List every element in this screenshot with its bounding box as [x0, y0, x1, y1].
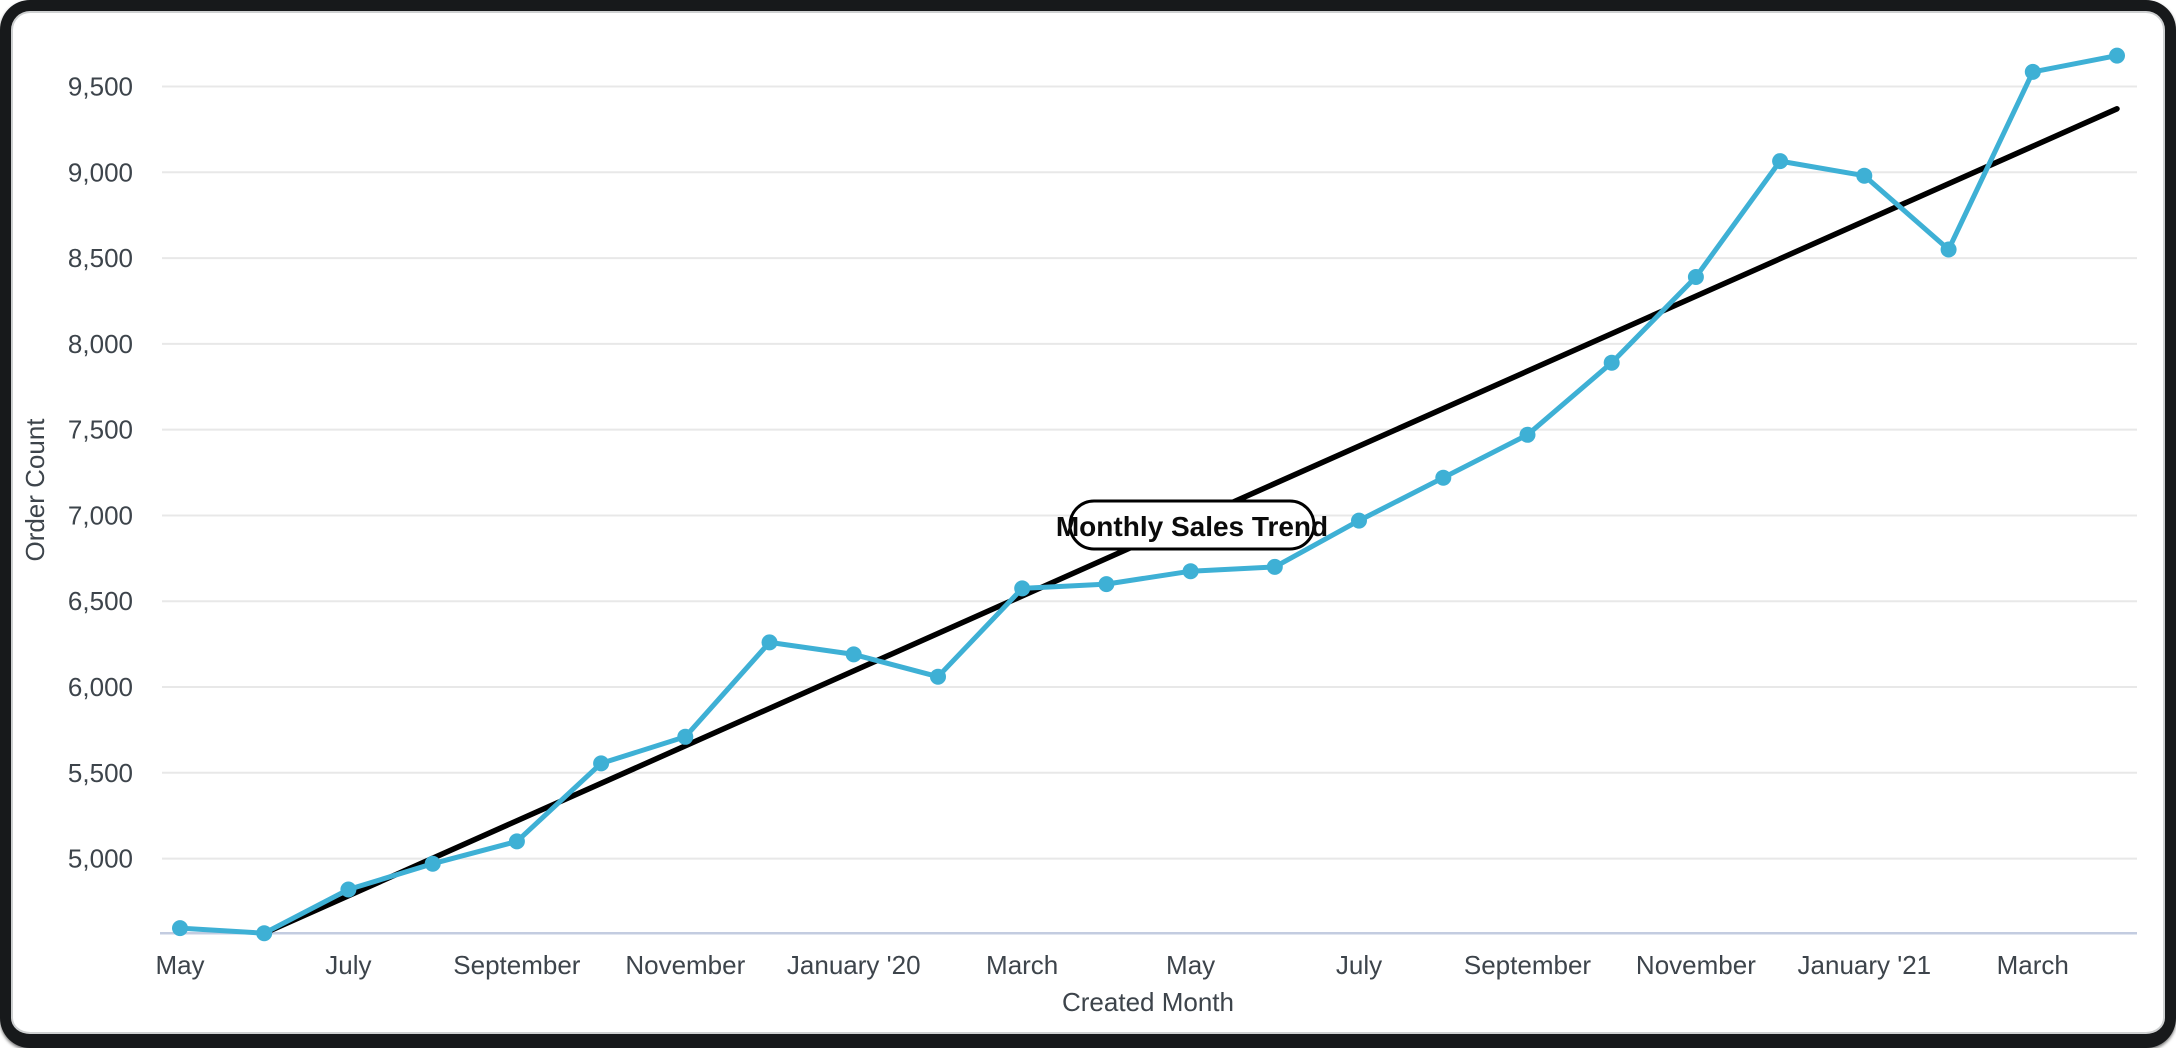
data-point[interactable] [1856, 167, 1873, 184]
x-tick-label: September [453, 950, 581, 980]
data-point[interactable] [1435, 469, 1452, 486]
data-point[interactable] [1351, 512, 1367, 529]
trend-label-pill-bg [1068, 499, 1316, 551]
x-tick-label: March [986, 950, 1058, 980]
y-tick-label: 7,500 [68, 415, 133, 445]
x-tick-label: May [1166, 950, 1215, 980]
x-tick-label: May [155, 950, 204, 980]
data-point[interactable] [2109, 47, 2125, 64]
data-point[interactable] [424, 855, 441, 872]
data-point[interactable] [1098, 576, 1115, 593]
x-axis-title: Created Month [1062, 987, 1234, 1017]
data-point[interactable] [256, 925, 273, 942]
data-point[interactable] [761, 634, 778, 651]
y-tick-label: 8,500 [68, 243, 133, 273]
data-point[interactable] [930, 668, 946, 685]
data-point[interactable] [2024, 63, 2041, 80]
y-tick-label: 5,500 [68, 758, 133, 788]
data-point[interactable] [340, 881, 357, 898]
trend-label-pill: Monthly Sales Trend [1056, 499, 1328, 551]
data-point[interactable] [1940, 241, 1957, 258]
y-axis-title: Order Count [20, 418, 50, 562]
y-tick-label: 9,500 [68, 72, 133, 102]
trend-label-text: Monthly Sales Trend [1056, 511, 1328, 542]
x-tick-label: January '21 [1798, 950, 1932, 980]
data-point[interactable] [1519, 426, 1536, 443]
x-tick-label: November [625, 950, 745, 980]
y-tick-label: 6,500 [68, 586, 133, 616]
data-point[interactable] [1266, 558, 1283, 575]
x-tick-labels: May July September November January '20 … [155, 950, 2068, 980]
data-point[interactable] [845, 646, 862, 663]
data-point[interactable] [172, 920, 188, 937]
x-tick-label: January '20 [787, 950, 921, 980]
data-point[interactable] [1182, 563, 1199, 580]
x-tick-label: July [1336, 950, 1382, 980]
y-tick-label: 6,000 [68, 672, 133, 702]
series-line [177, 53, 2120, 936]
data-points [172, 47, 2125, 942]
y-tick-label: 8,000 [68, 329, 133, 359]
x-tick-label: November [1636, 950, 1756, 980]
x-tick-label: July [325, 950, 371, 980]
y-tick-label: 7,000 [68, 500, 133, 530]
y-tick-labels: 5,000 5,500 6,000 6,500 7,000 7,500 8,00… [68, 72, 133, 874]
data-point[interactable] [508, 833, 525, 850]
x-tick-label: September [1464, 950, 1592, 980]
y-tick-label: 5,000 [68, 844, 133, 874]
gridlines [162, 85, 2137, 860]
y-tick-label: 9,000 [68, 157, 133, 187]
data-point[interactable] [1772, 153, 1789, 170]
x-tick-label: March [1997, 950, 2069, 980]
data-point[interactable] [677, 728, 694, 745]
data-point[interactable] [1603, 354, 1620, 371]
data-point[interactable] [1014, 580, 1031, 597]
data-point[interactable] [1687, 269, 1704, 285]
data-point[interactable] [593, 755, 610, 772]
